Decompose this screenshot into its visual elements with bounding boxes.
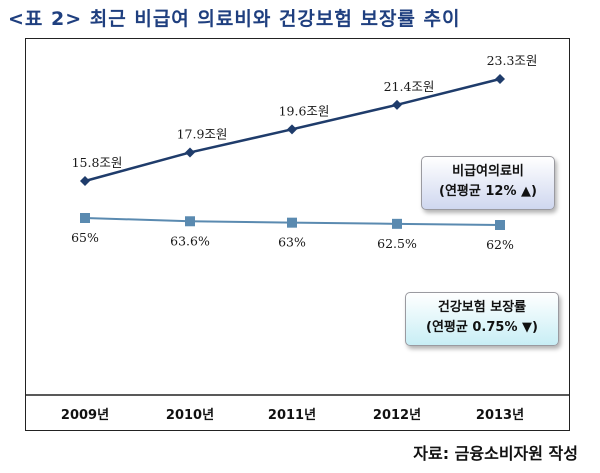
data-label-coverage-rate: 62.5% bbox=[377, 236, 417, 251]
legend-coverage-rate-growth: (연평균 0.75% ▼) bbox=[426, 320, 538, 335]
data-label-medical-expense: 21.4조원 bbox=[384, 79, 435, 94]
legend-medical-expense-name: 비급여의료비 bbox=[452, 164, 524, 179]
data-point-medical-expense bbox=[185, 147, 195, 158]
data-point-coverage-rate bbox=[185, 216, 195, 227]
legend-medical-expense-growth: (연평균 12% ▲) bbox=[439, 184, 537, 199]
data-label-coverage-rate: 63% bbox=[278, 235, 306, 250]
chart-frame bbox=[25, 38, 570, 431]
data-point-coverage-rate bbox=[495, 220, 505, 230]
source-note: 자료: 금융소비자원 작성 bbox=[413, 444, 578, 463]
data-label-medical-expense: 17.9조원 bbox=[177, 126, 228, 141]
data-point-coverage-rate bbox=[392, 218, 402, 229]
x-tick-label: 2013년 bbox=[476, 408, 524, 423]
data-label-coverage-rate: 62% bbox=[486, 237, 514, 252]
data-label-medical-expense: 23.3조원 bbox=[487, 53, 538, 68]
data-label-coverage-rate: 63.6% bbox=[170, 233, 210, 248]
x-tick-label: 2011년 bbox=[268, 408, 316, 423]
legend-coverage-rate: 건강보험 보장률 (연평균 0.75% ▼) bbox=[405, 292, 559, 346]
x-tick-label: 2009년 bbox=[61, 408, 109, 423]
page-title: <표 2> 최근 비급여 의료비와 건강보험 보장률 추이 bbox=[8, 8, 461, 30]
data-point-medical-expense bbox=[287, 124, 297, 135]
data-label-coverage-rate: 65% bbox=[71, 230, 99, 245]
data-point-medical-expense bbox=[495, 74, 505, 84]
x-tick-label: 2010년 bbox=[166, 408, 214, 423]
data-point-coverage-rate bbox=[80, 213, 90, 223]
data-point-medical-expense bbox=[392, 99, 402, 110]
x-tick-label: 2012년 bbox=[373, 408, 421, 423]
data-point-coverage-rate bbox=[287, 217, 297, 228]
data-label-medical-expense: 19.6조원 bbox=[279, 103, 330, 118]
data-label-medical-expense: 15.8조원 bbox=[72, 155, 123, 170]
legend-coverage-rate-name: 건강보험 보장률 bbox=[437, 300, 527, 315]
data-point-medical-expense bbox=[80, 176, 90, 186]
legend-medical-expense: 비급여의료비 (연평균 12% ▲) bbox=[421, 156, 555, 210]
